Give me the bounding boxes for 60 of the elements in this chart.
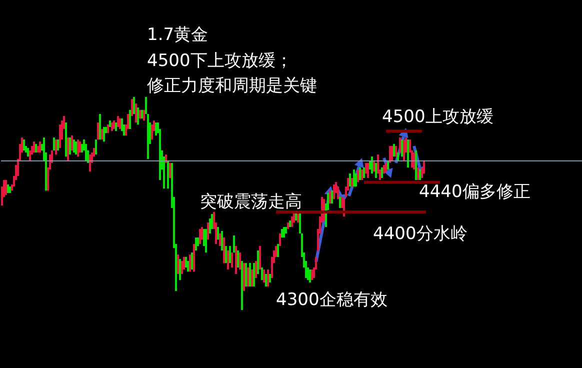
candlestick	[339, 197, 341, 208]
candlestick	[77, 139, 79, 158]
candlestick	[221, 231, 223, 250]
candlestick	[189, 254, 191, 272]
candlestick	[367, 163, 369, 178]
annotation: 4300企稳有效	[276, 290, 388, 310]
candlestick	[129, 109, 131, 130]
candlestick	[263, 270, 265, 282]
candlestick	[137, 107, 139, 126]
ref-line-label: 4400分水岭	[373, 224, 468, 244]
candlestick	[309, 270, 311, 282]
candlestick	[267, 269, 269, 288]
candlestick	[355, 174, 357, 186]
candlestick	[75, 142, 77, 155]
candlestick	[151, 124, 153, 140]
candlestick	[229, 246, 231, 264]
annotation: 突破震荡走高	[200, 192, 302, 212]
candlestick	[97, 122, 99, 140]
candlestick	[249, 262, 251, 288]
candlestick	[53, 136, 55, 151]
candlestick	[259, 246, 261, 270]
candlestick	[329, 190, 331, 204]
candlestick	[181, 261, 183, 274]
candlestick	[23, 140, 25, 150]
candlestick	[331, 190, 333, 204]
candlestick	[39, 142, 41, 152]
text: 修正力度和周期是关键	[147, 76, 317, 96]
ref-line-label: 4440偏多修正	[419, 182, 530, 202]
candlestick	[59, 124, 61, 149]
candlestick	[5, 180, 7, 195]
text: 4500下上攻放缓；	[147, 51, 292, 71]
candlestick	[199, 229, 201, 244]
candlestick	[245, 262, 247, 288]
candlestick	[353, 168, 355, 187]
candlestick	[155, 122, 157, 136]
candlestick	[117, 116, 119, 127]
candlestick	[253, 262, 255, 288]
candlestick	[207, 222, 209, 240]
candlestick	[211, 214, 213, 230]
candlestick	[209, 218, 211, 234]
candlestick	[131, 98, 133, 117]
candlestick	[375, 163, 377, 178]
candlestick	[169, 163, 171, 178]
candlestick	[33, 142, 35, 152]
candlestick	[399, 136, 401, 153]
candlestick	[277, 243, 279, 258]
candlestick	[73, 140, 75, 152]
candlestick	[177, 254, 179, 274]
candlestick	[57, 140, 59, 150]
candlestick	[251, 269, 253, 288]
chart-title: 1.7黄金	[147, 25, 208, 45]
candlestick	[349, 174, 351, 186]
candlestick	[257, 250, 259, 274]
candlestick	[71, 134, 73, 151]
candlestick	[79, 142, 81, 152]
ref-line-label: 4500上攻放缓	[382, 107, 494, 128]
candlestick	[401, 139, 403, 158]
candlestick	[237, 250, 239, 268]
candlestick	[225, 246, 227, 264]
candlestick	[195, 238, 197, 250]
